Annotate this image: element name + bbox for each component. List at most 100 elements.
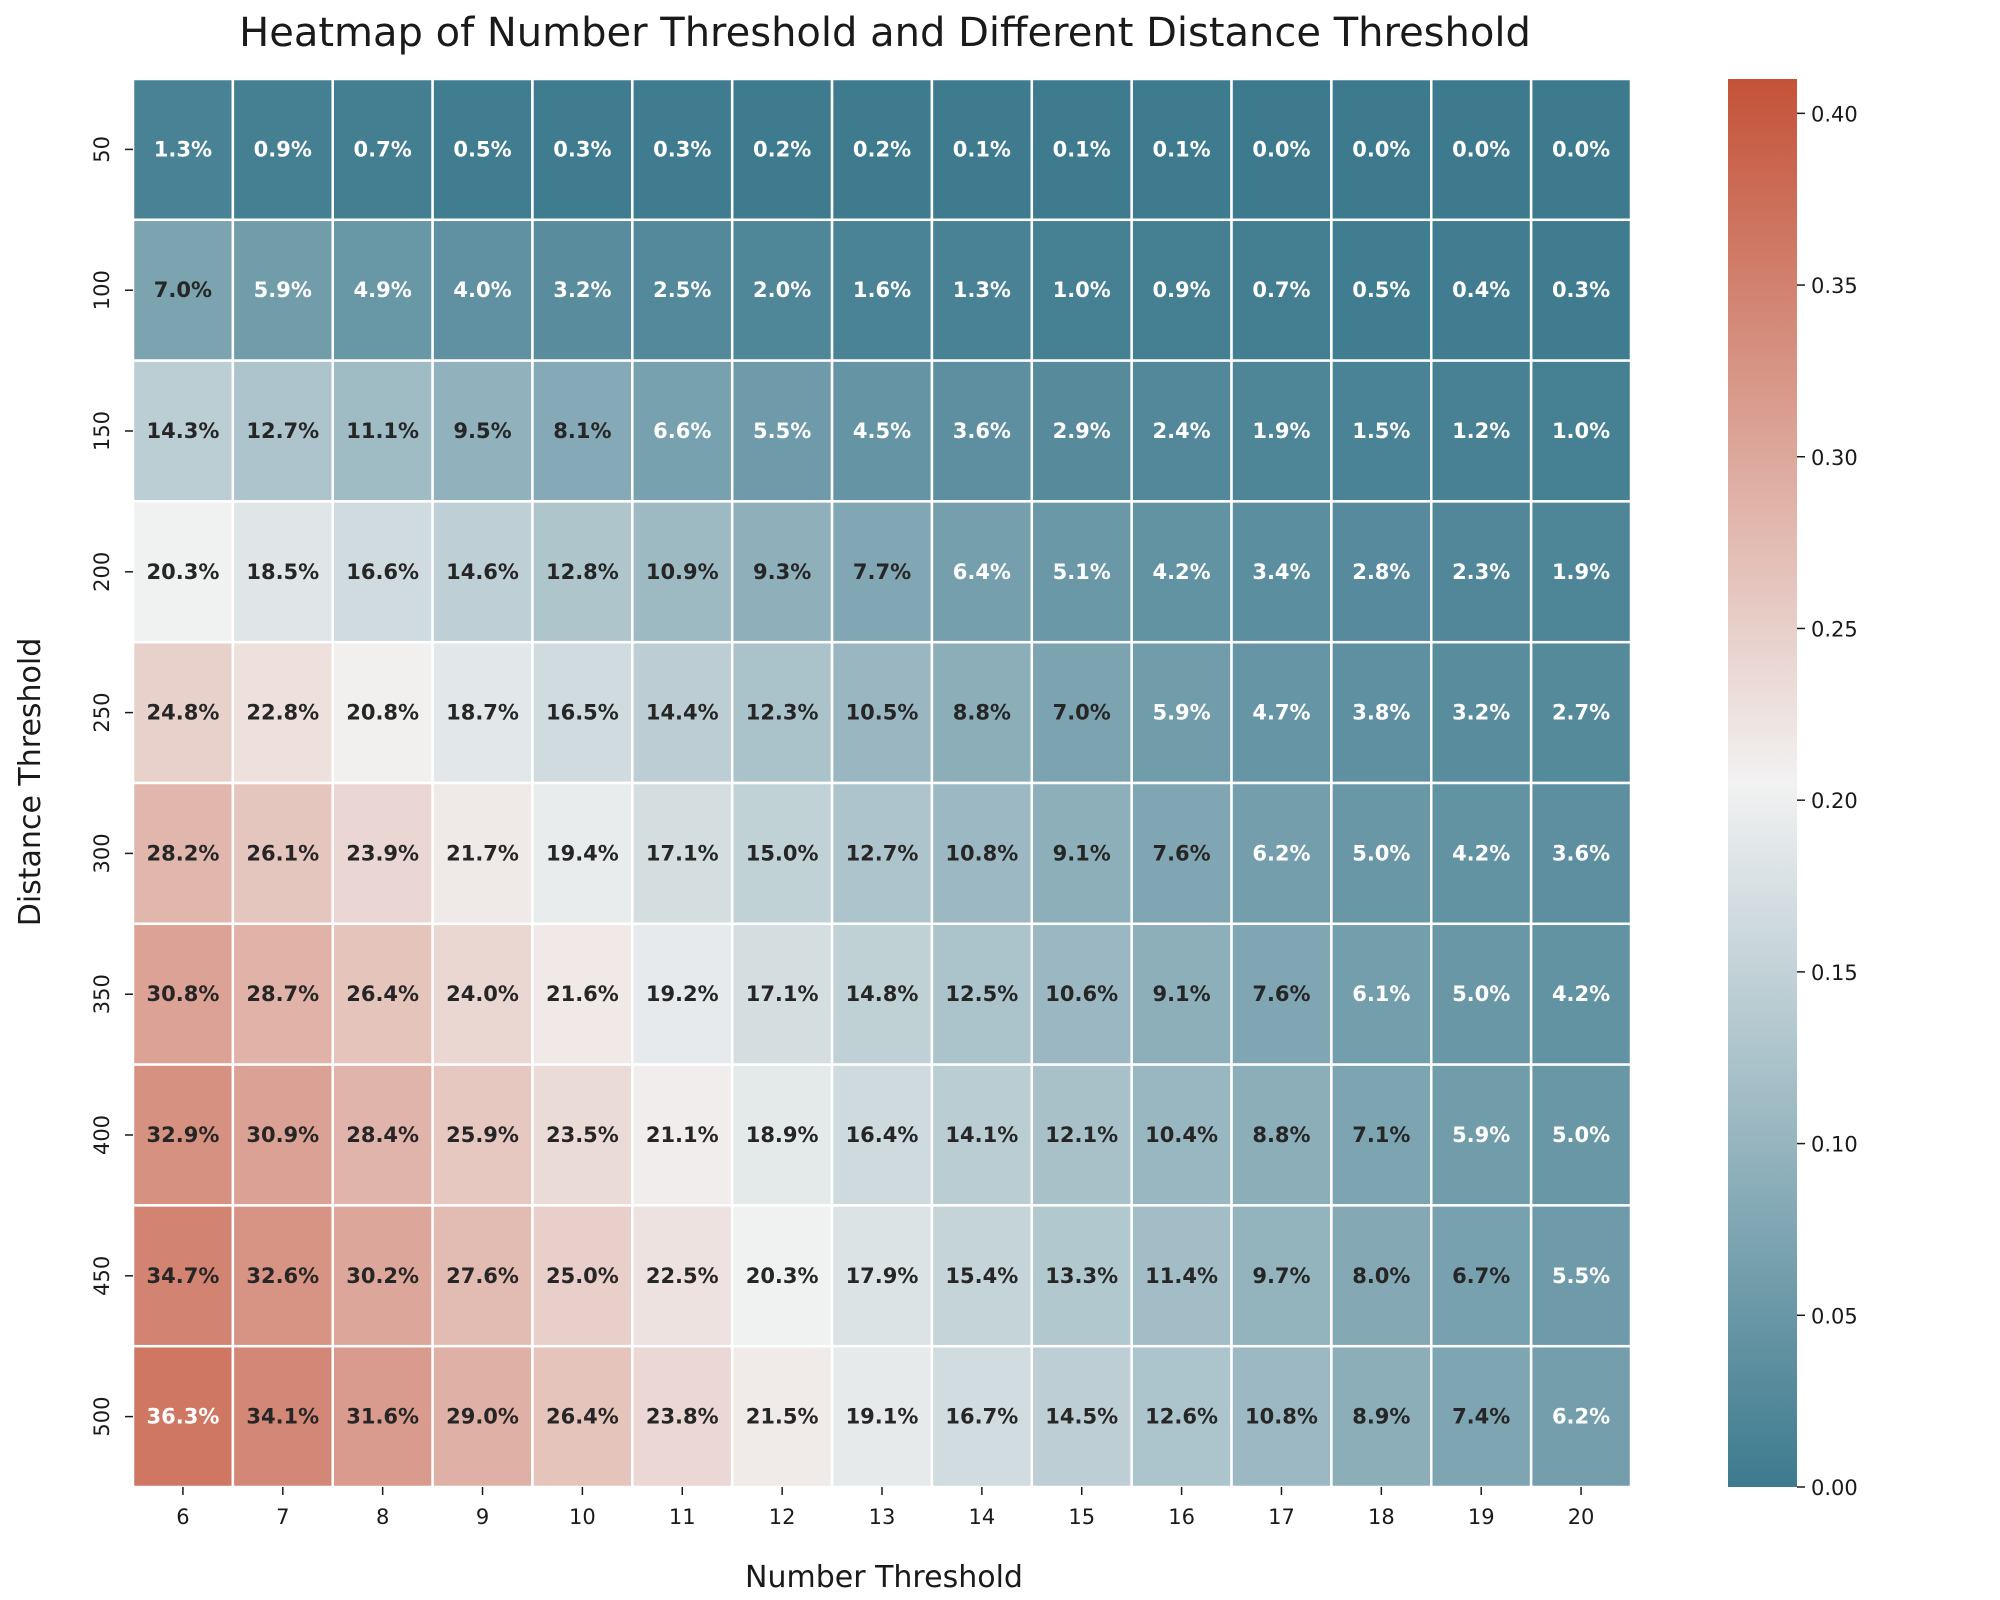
heatmap-cell bbox=[1130, 1063, 1233, 1207]
heatmap-cell bbox=[1230, 640, 1333, 785]
cell-value-label: 0.1% bbox=[953, 137, 1011, 161]
heatmap-cell bbox=[1330, 922, 1433, 1066]
y-tick-label: 400 bbox=[90, 1115, 114, 1155]
heatmap-cell bbox=[1330, 1344, 1433, 1489]
cell-value-label: 5.0% bbox=[1352, 841, 1410, 865]
colorbar-tick-label: 0.40 bbox=[1811, 102, 1858, 126]
heatmap-cell bbox=[1430, 922, 1533, 1066]
cell-value-label: 15.4% bbox=[945, 1264, 1018, 1288]
cell-value-label: 12.5% bbox=[945, 982, 1018, 1006]
cell-value-label: 24.8% bbox=[147, 701, 220, 725]
cell-value-label: 22.8% bbox=[246, 701, 319, 725]
cell-value-label: 8.1% bbox=[553, 419, 611, 443]
heatmap-cell bbox=[331, 1204, 434, 1348]
heatmap-cell bbox=[131, 640, 235, 785]
y-tick-label: 200 bbox=[90, 552, 114, 592]
heatmap-cell bbox=[1230, 359, 1333, 503]
cell-value-label: 4.9% bbox=[354, 278, 412, 302]
cell-value-label: 7.0% bbox=[154, 278, 212, 302]
heatmap-cell bbox=[730, 359, 834, 503]
heatmap-cell bbox=[431, 500, 534, 644]
heatmap-cell bbox=[1130, 1204, 1233, 1348]
colorbar-tick-label: 0.05 bbox=[1811, 1304, 1858, 1328]
cell-value-label: 0.2% bbox=[753, 137, 811, 161]
cell-value-label: 0.0% bbox=[1452, 137, 1510, 161]
heatmap-cell bbox=[231, 1204, 334, 1348]
cell-value-label: 23.5% bbox=[546, 1123, 619, 1147]
cell-value-label: 30.9% bbox=[246, 1123, 319, 1147]
heatmap-cell bbox=[1529, 781, 1633, 926]
heatmap-cell bbox=[730, 781, 834, 926]
cell-value-label: 14.5% bbox=[1045, 1405, 1118, 1429]
heatmap-cell bbox=[1529, 922, 1633, 1066]
heatmap-cell bbox=[730, 640, 834, 785]
heatmap-cell bbox=[131, 77, 235, 222]
heatmap-cell bbox=[1330, 640, 1433, 785]
heatmap-cell bbox=[531, 922, 634, 1066]
colorbar-tick-label: 0.20 bbox=[1811, 789, 1858, 813]
cell-value-label: 9.1% bbox=[1152, 982, 1210, 1006]
cell-value-label: 2.7% bbox=[1552, 701, 1610, 725]
cell-value-label: 10.5% bbox=[846, 701, 919, 725]
cell-value-label: 6.2% bbox=[1252, 841, 1310, 865]
heatmap-cell bbox=[631, 922, 734, 1066]
cell-value-label: 26.1% bbox=[246, 841, 319, 865]
y-tick-label: 50 bbox=[90, 136, 114, 163]
heatmap-cell bbox=[631, 781, 734, 926]
cell-value-label: 9.5% bbox=[453, 419, 511, 443]
heatmap-cell bbox=[1430, 500, 1533, 644]
heatmap-cell bbox=[431, 1204, 534, 1348]
cell-value-label: 21.6% bbox=[546, 982, 619, 1006]
cell-value-label: 12.6% bbox=[1145, 1405, 1218, 1429]
cell-value-label: 16.5% bbox=[546, 701, 619, 725]
cell-value-label: 0.7% bbox=[354, 137, 412, 161]
heatmap-cell bbox=[431, 640, 534, 785]
colorbar-tick-label: 0.00 bbox=[1811, 1476, 1858, 1500]
cell-value-label: 17.1% bbox=[746, 982, 819, 1006]
cell-value-label: 9.1% bbox=[1053, 841, 1111, 865]
heatmap-cell bbox=[531, 1063, 634, 1207]
cell-value-label: 14.6% bbox=[446, 560, 519, 584]
heatmap-cell bbox=[131, 922, 235, 1066]
cell-value-label: 13.3% bbox=[1045, 1264, 1118, 1288]
heatmap-cell bbox=[331, 500, 434, 644]
cell-value-label: 5.1% bbox=[1053, 560, 1111, 584]
heatmap-cell bbox=[1330, 1063, 1433, 1207]
heatmap-cell bbox=[1030, 1063, 1133, 1207]
cell-value-label: 18.9% bbox=[746, 1123, 819, 1147]
cell-value-label: 5.9% bbox=[254, 278, 312, 302]
cell-value-label: 6.1% bbox=[1352, 982, 1410, 1006]
heatmap-cell bbox=[631, 359, 734, 503]
cell-value-label: 0.7% bbox=[1252, 278, 1310, 302]
cell-value-label: 14.1% bbox=[945, 1123, 1018, 1147]
cell-value-label: 3.8% bbox=[1352, 701, 1410, 725]
cell-value-label: 12.3% bbox=[746, 701, 819, 725]
cell-value-label: 32.6% bbox=[246, 1264, 319, 1288]
cell-value-label: 8.8% bbox=[1252, 1123, 1310, 1147]
heatmap-cell bbox=[830, 500, 934, 644]
heatmap-cell bbox=[231, 77, 334, 222]
heatmap-cell bbox=[1030, 77, 1133, 222]
heatmap-cell bbox=[1430, 77, 1533, 222]
cell-value-label: 2.5% bbox=[653, 278, 711, 302]
heatmap-cell bbox=[131, 781, 235, 926]
y-axis-label: Distance Threshold bbox=[13, 638, 48, 927]
heatmap-cell bbox=[231, 218, 334, 362]
heatmap-cell bbox=[930, 640, 1034, 785]
heatmap-cell bbox=[1230, 922, 1333, 1066]
x-tick-label: 15 bbox=[1068, 1505, 1095, 1529]
x-tick-label: 17 bbox=[1268, 1505, 1295, 1529]
cell-value-label: 16.4% bbox=[846, 1123, 919, 1147]
cell-value-label: 12.7% bbox=[246, 419, 319, 443]
cell-value-label: 10.8% bbox=[945, 841, 1018, 865]
heatmap-cell bbox=[631, 1204, 734, 1348]
cell-value-label: 30.8% bbox=[147, 982, 220, 1006]
heatmap-cell bbox=[431, 218, 534, 362]
cell-value-label: 0.9% bbox=[1152, 278, 1210, 302]
cell-value-label: 9.3% bbox=[753, 560, 811, 584]
cell-value-label: 28.4% bbox=[346, 1123, 419, 1147]
heatmap-cell bbox=[730, 1344, 834, 1489]
cell-value-label: 7.7% bbox=[853, 560, 911, 584]
heatmap-cell bbox=[830, 640, 934, 785]
cell-value-label: 0.0% bbox=[1252, 137, 1310, 161]
